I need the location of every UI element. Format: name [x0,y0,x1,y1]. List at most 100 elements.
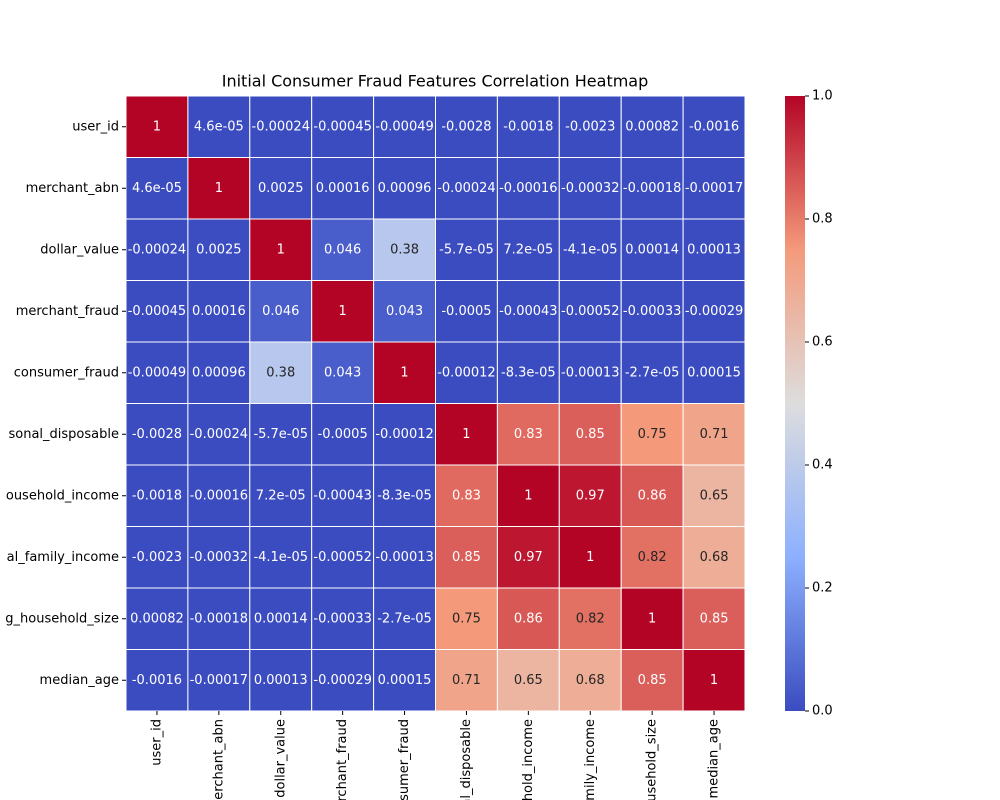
cell-label: 1 [710,673,718,688]
cell-label: 1 [648,611,656,626]
heatmap-cell [249,218,313,281]
heatmap-cell [187,526,251,589]
heatmap-cell [187,95,251,158]
heatmap-cell [558,95,622,158]
heatmap-cell [435,341,498,404]
heatmap-cell [682,95,746,158]
cell-label: -0.00017 [685,181,743,196]
x-tick-label: sonal_disposable [459,719,474,800]
heatmap-cell [682,218,746,281]
y-tick-label: merchant_fraud [16,304,119,319]
cell-label: 0.71 [452,673,481,688]
cell-label: 1 [153,119,161,134]
y-tick-label: sonal_disposable [9,427,120,442]
x-tick-label: merchant_abn [211,719,226,800]
cell-label: -0.00045 [313,119,371,134]
heatmap-cell [558,218,622,281]
cell-label: -5.7e-05 [253,427,308,442]
heatmap-cell [496,464,560,527]
y-tick-label: dollar_value [40,242,119,257]
cell-label: 0.85 [638,673,667,688]
heatmap-cell [373,526,437,589]
heatmap-cell [682,464,746,527]
heatmap-cell [373,218,437,281]
colorbar-tick-label: 0.2 [812,581,833,596]
heatmap-cell [249,526,313,589]
cell-label: 0.0025 [258,181,304,196]
cell-label: 1 [462,427,470,442]
cell-label: 0.046 [324,242,361,257]
heatmap-cell [435,464,498,527]
heatmap-cell [496,157,560,220]
heatmap-cell [311,526,375,589]
x-tick-label: g_household_size [645,719,660,800]
x-tick-label: user_id [149,719,164,766]
cell-label: 0.85 [452,550,481,565]
colorbar-tick-label: 0.0 [812,704,833,719]
cell-label: 0.0025 [196,242,242,257]
heatmap-cell [435,157,498,220]
y-tick-label: consumer_fraud [14,365,119,380]
heatmap-cell [620,526,684,589]
cell-label: 0.86 [638,488,667,503]
heatmap-cell [682,526,746,589]
heatmap-cell [620,157,684,220]
x-tick-label: median_age [707,719,722,798]
cell-label: 0.046 [262,304,299,319]
cell-label: 0.68 [700,550,729,565]
heatmap-cell [558,157,622,220]
y-tick-label: median_age [40,673,119,688]
heatmap-cell [125,464,189,527]
cell-label: -0.00043 [313,488,371,503]
cell-label: -0.0028 [132,427,182,442]
heatmap-cell [187,157,251,220]
cell-label: 0.38 [390,242,419,257]
heatmap-cell [496,280,560,343]
colorbar-tick-label: 0.8 [812,212,833,227]
cell-label: 0.71 [700,427,729,442]
cell-label: -0.0005 [441,304,491,319]
heatmap-cell [373,403,437,466]
cell-label: -0.00029 [313,673,371,688]
colorbar-tick-label: 0.4 [812,458,833,473]
cell-label: 0.65 [700,488,729,503]
cell-label: 1 [400,365,408,380]
cell-label: 4.6e-05 [132,181,182,196]
cell-label: 0.00013 [254,673,308,688]
colorbar [785,96,805,711]
cell-label: -0.00013 [375,550,433,565]
cell-label: -0.00052 [561,304,619,319]
cell-label: -0.00043 [499,304,557,319]
cell-label: 0.82 [638,550,667,565]
cell-label: 7.2e-05 [503,242,553,257]
heatmap-cell [682,341,746,404]
heatmap-cell [682,157,746,220]
cell-label: -0.0018 [132,488,182,503]
cell-label: 0.00013 [687,242,741,257]
heatmap-cell [620,587,684,650]
cell-label: -0.00032 [561,181,619,196]
heatmap-cell [558,526,622,589]
cell-label: -0.00012 [375,427,433,442]
cell-label: -0.00018 [190,611,248,626]
cell-label: -0.00016 [190,488,248,503]
heatmap-cell [558,341,622,404]
chart-title: Initial Consumer Fraud Features Correlat… [222,72,649,91]
heatmap-cell [496,649,560,712]
heatmap-cell [620,403,684,466]
cell-label: -0.0023 [565,119,615,134]
cell-label: 0.75 [452,611,481,626]
heatmap-cell [620,280,684,343]
cell-label: 0.75 [638,427,667,442]
heatmap-cell [187,218,251,281]
cell-label: 0.83 [452,488,481,503]
heatmap-cell [125,95,189,158]
heatmap-cell [620,218,684,281]
heatmap-cell [187,341,251,404]
cell-label: -0.0016 [689,119,739,134]
cell-label: -0.0005 [318,427,368,442]
cell-label: 0.85 [576,427,605,442]
cell-label: -0.00052 [313,550,371,565]
cell-label: 1 [277,242,285,257]
